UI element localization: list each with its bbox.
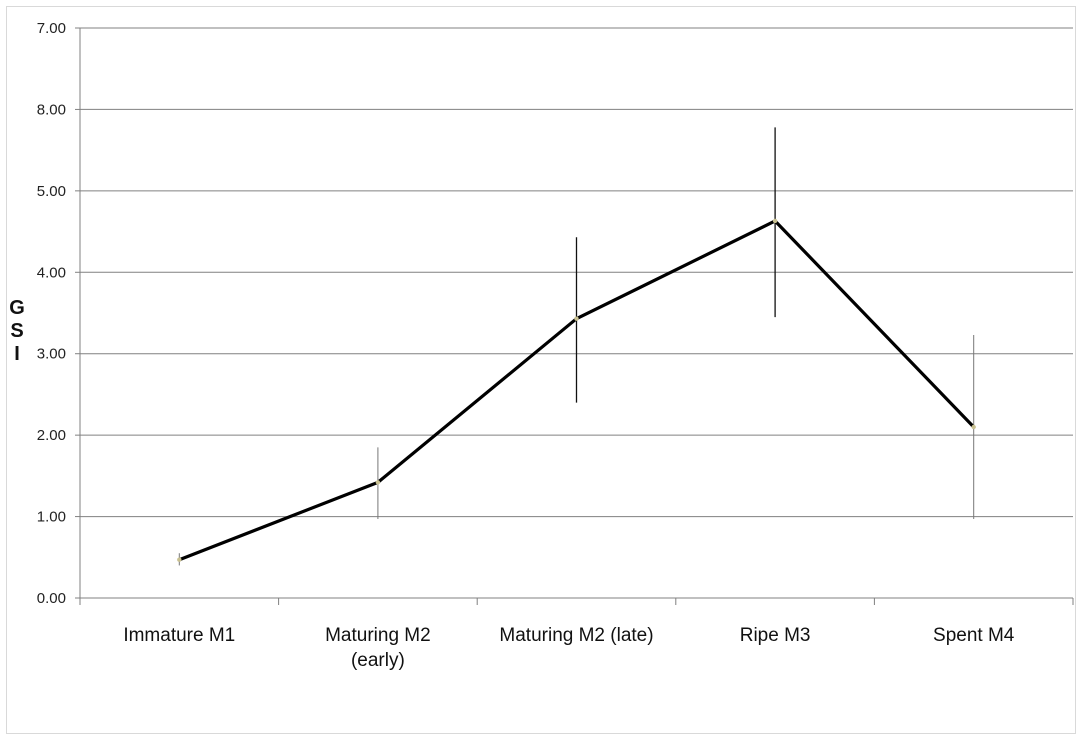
y-axis-label-letter: S bbox=[10, 320, 23, 342]
y-tick-labels: 0.00 1.00 2.00 3.00 4.00 5.00 8.00 7.00 bbox=[37, 20, 66, 607]
x-category-label: (early) bbox=[351, 650, 405, 671]
error-bars bbox=[178, 127, 975, 566]
x-category-label: Maturing M2 (late) bbox=[499, 625, 653, 646]
y-tick-label: 7.00 bbox=[37, 20, 66, 37]
y-axis-label-letter: I bbox=[14, 343, 20, 365]
x-category-label: Spent M4 bbox=[933, 625, 1015, 646]
y-tick-label: 5.00 bbox=[37, 183, 66, 200]
data-point bbox=[971, 424, 976, 430]
x-category-labels: Immature M1 Maturing M2 (early) Maturing M2… bbox=[123, 625, 1014, 671]
y-axis-label-letter: G bbox=[9, 297, 25, 319]
y-tick-label: 2.00 bbox=[37, 427, 66, 444]
x-category-label: Immature M1 bbox=[123, 625, 235, 646]
x-category-label: Ripe M3 bbox=[740, 625, 811, 646]
data-point bbox=[375, 480, 381, 485]
gridlines bbox=[80, 27, 1073, 518]
y-tick-label: 3.00 bbox=[37, 346, 66, 363]
y-axis-label: GSI bbox=[9, 297, 25, 365]
data-point bbox=[177, 557, 182, 562]
x-category-label: Maturing M2 bbox=[325, 625, 431, 646]
y-tick-label: 8.00 bbox=[37, 101, 66, 118]
data-point bbox=[772, 218, 778, 224]
y-tick-label: 1.00 bbox=[37, 509, 66, 526]
data-point bbox=[574, 316, 579, 321]
series-line bbox=[177, 218, 976, 562]
y-tick-label: 4.00 bbox=[37, 264, 66, 281]
chart-frame bbox=[6, 6, 1076, 734]
axes bbox=[75, 27, 1074, 605]
y-tick-label: 0.00 bbox=[37, 590, 66, 607]
